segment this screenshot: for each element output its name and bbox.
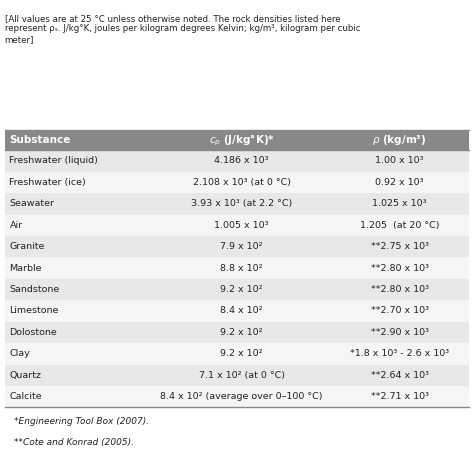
Text: 9.2 x 10²: 9.2 x 10² xyxy=(220,285,263,294)
Text: Dolostone: Dolostone xyxy=(9,328,57,337)
Text: 8.4 x 10²: 8.4 x 10² xyxy=(220,307,263,315)
Text: [All values are at 25 °C unless otherwise noted. The rock densities listed here
: [All values are at 25 °C unless otherwis… xyxy=(5,14,360,44)
Text: Air: Air xyxy=(9,221,23,230)
Text: **2.64 x 10³: **2.64 x 10³ xyxy=(371,371,428,380)
Text: **Cote and Konrad (2005).: **Cote and Konrad (2005). xyxy=(14,438,134,446)
Text: Quartz: Quartz xyxy=(9,371,42,380)
Text: Substance: Substance xyxy=(9,135,71,145)
Text: 7.1 x 10² (at 0 °C): 7.1 x 10² (at 0 °C) xyxy=(199,371,285,380)
Text: 9.2 x 10²: 9.2 x 10² xyxy=(220,350,263,358)
Text: 8.8 x 10²: 8.8 x 10² xyxy=(220,263,263,273)
Text: Marble: Marble xyxy=(9,263,42,273)
Text: Seawater: Seawater xyxy=(9,199,55,208)
Text: 8.4 x 10² (average over 0–100 °C): 8.4 x 10² (average over 0–100 °C) xyxy=(160,392,323,401)
Text: 3.93 x 10³ (at 2.2 °C): 3.93 x 10³ (at 2.2 °C) xyxy=(191,199,292,208)
Text: 1.205  (at 20 °C): 1.205 (at 20 °C) xyxy=(360,221,439,230)
Text: 4.186 x 10³: 4.186 x 10³ xyxy=(214,156,269,165)
Text: 2.108 x 10³ (at 0 °C): 2.108 x 10³ (at 0 °C) xyxy=(192,178,291,187)
Text: **2.80 x 10³: **2.80 x 10³ xyxy=(371,263,428,273)
Text: 1.005 x 10³: 1.005 x 10³ xyxy=(214,221,269,230)
Text: **2.80 x 10³: **2.80 x 10³ xyxy=(371,285,428,294)
Text: 1.025 x 10³: 1.025 x 10³ xyxy=(373,199,427,208)
Text: 1.00 x 10³: 1.00 x 10³ xyxy=(375,156,424,165)
Text: 0.92 x 10³: 0.92 x 10³ xyxy=(375,178,424,187)
Text: **2.90 x 10³: **2.90 x 10³ xyxy=(371,328,428,337)
Text: Freshwater (ice): Freshwater (ice) xyxy=(9,178,86,187)
Text: **2.75 x 10³: **2.75 x 10³ xyxy=(371,242,428,251)
Text: Limestone: Limestone xyxy=(9,307,59,315)
Text: Calcite: Calcite xyxy=(9,392,42,401)
Text: *1.8 x 10³ - 2.6 x 10³: *1.8 x 10³ - 2.6 x 10³ xyxy=(350,350,449,358)
Text: **2.71 x 10³: **2.71 x 10³ xyxy=(371,392,428,401)
Text: Clay: Clay xyxy=(9,350,30,358)
Text: Freshwater (liquid): Freshwater (liquid) xyxy=(9,156,99,165)
Text: $\mathit{\rho}$ (kg/m³): $\mathit{\rho}$ (kg/m³) xyxy=(373,133,427,147)
Text: Granite: Granite xyxy=(9,242,45,251)
Text: *Engineering Tool Box (2007).: *Engineering Tool Box (2007). xyxy=(14,417,149,425)
Text: 7.9 x 10²: 7.9 x 10² xyxy=(220,242,263,251)
Text: $\mathit{c_p}$ (J/kg°K)*: $\mathit{c_p}$ (J/kg°K)* xyxy=(209,132,275,148)
Text: 9.2 x 10²: 9.2 x 10² xyxy=(220,328,263,337)
Text: Sandstone: Sandstone xyxy=(9,285,60,294)
Text: **2.70 x 10³: **2.70 x 10³ xyxy=(371,307,428,315)
